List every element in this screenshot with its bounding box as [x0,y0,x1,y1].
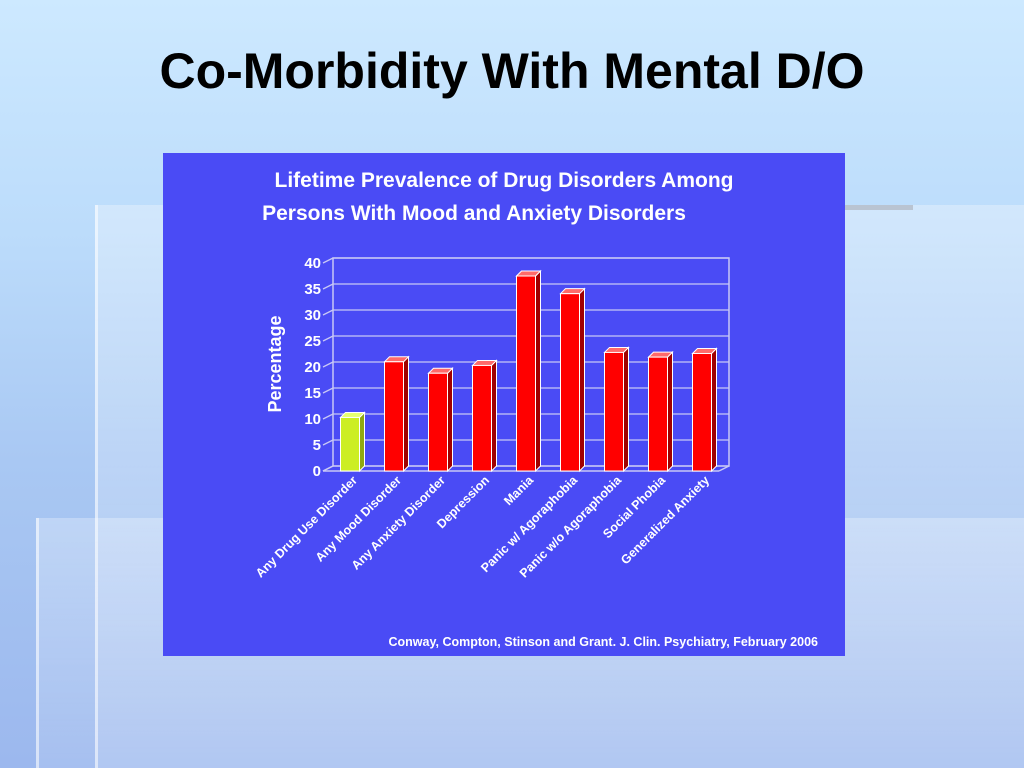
gridline-depth [322,335,334,342]
bar-top [647,351,674,358]
bar-side [579,287,585,473]
bar-5 [515,269,542,473]
y-tick-label: 25 [304,333,321,350]
y-tick-label: 20 [304,359,321,376]
y-tick-label: 35 [304,281,321,298]
bar-front [428,372,448,472]
y-axis-ticks: 0 5 10 15 20 25 30 35 40 [304,255,321,480]
bar-front [384,361,404,472]
bar-front [560,293,580,472]
bar-4 [471,359,498,473]
bar-front [648,356,668,472]
bar-side [711,347,717,473]
bar-side [447,367,453,473]
bar-side [403,355,409,473]
bar-8 [647,350,674,473]
bar-top [515,270,542,277]
bar-9 [691,347,718,473]
bar-2 [383,355,410,473]
axis-depth-right [718,465,730,472]
gridline-depth [322,413,334,420]
bar-top [559,288,586,295]
y-tick-label: 40 [304,255,321,272]
bar-front [340,416,360,472]
y-tick-label: 30 [304,307,321,324]
x-category-label: Any Mood Disorder [313,473,405,565]
bar-top [603,346,630,353]
bar-top [383,356,410,363]
bar-top [339,411,366,418]
gridline-depth [322,361,334,368]
y-tick-label: 10 [304,411,321,428]
y-tick-label: 5 [313,437,321,454]
gridline-depth [322,257,334,264]
bar-side [491,359,497,473]
x-category-label: Generalized Anxiety [618,473,712,567]
bar-front [472,364,492,472]
y-tick-label: 0 [313,463,321,480]
bar-side [667,350,673,473]
y-tick-label: 15 [304,385,321,402]
chart-title-line-1: Lifetime Prevalence of Drug Disorders Am… [275,169,734,192]
gridline-depth [322,387,334,394]
bar-top [471,359,498,366]
source-citation: Conway, Compton, Stinson and Grant. J. C… [389,635,819,649]
chart-title-line-2: Persons With Mood and Anxiety Disorders [262,202,686,225]
bar-3 [427,367,454,473]
bar-top [691,347,718,354]
y-axis-label: Percentage [265,315,285,412]
gridline-depth [322,283,334,290]
bar-chart: Lifetime Prevalence of Drug Disorders Am… [253,169,819,649]
bar-front [604,351,624,472]
bar-side [535,269,541,473]
bars [339,269,718,473]
gridline-depth [322,309,334,316]
chart-panel: Lifetime Prevalence of Drug Disorders Am… [163,153,845,656]
bar-7 [603,346,630,473]
bar-6 [559,287,586,473]
bar-front [692,352,712,472]
bar-front [516,275,536,472]
x-category-label: Mania [501,472,537,508]
slide-title: Co-Morbidity With Mental D/O [159,43,865,99]
bar-top [427,367,454,374]
gridline-depth [322,465,334,472]
bar-1 [339,411,366,473]
gridline-depth [322,439,334,446]
bar-side [623,346,629,473]
decorative-line [845,205,913,210]
bar-side [359,411,365,473]
